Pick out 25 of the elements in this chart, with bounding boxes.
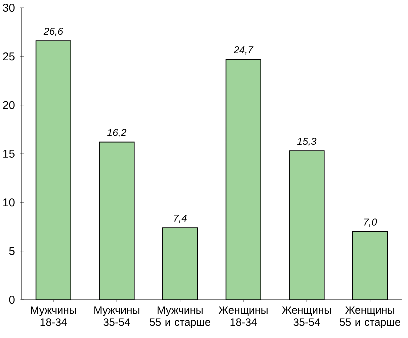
y-tick-label: 15	[4, 150, 15, 158]
y-tick-label: 5	[9, 247, 15, 256]
y-tick-label: 25	[3, 52, 15, 61]
x-tick-label: Мужчины 35-54	[94, 306, 140, 326]
data-label: 24,7	[234, 46, 254, 55]
data-label: 7,0	[364, 218, 378, 228]
x-tick-label: Мужчины 18-34	[31, 306, 76, 326]
data-label: 16,2	[108, 129, 127, 138]
bar	[226, 59, 262, 300]
data-label: 7,4	[174, 214, 187, 224]
bar	[162, 228, 198, 300]
bar	[99, 142, 135, 300]
data-label: 15,3	[298, 138, 317, 146]
data-label: 26,6	[44, 28, 64, 36]
x-tick-label: Женщины 18-34	[218, 306, 268, 326]
x-tick-label: Женщины 55 и старше	[340, 306, 401, 328]
y-tick-label: 30	[3, 4, 15, 12]
y-tick-label: 0	[9, 296, 15, 304]
bar	[289, 150, 325, 300]
y-tick-label: 10	[4, 198, 15, 207]
bar	[352, 231, 388, 300]
x-tick-label: Мужчины 55 и старше	[150, 306, 211, 328]
x-tick-label: Женщины 35-54	[282, 306, 332, 326]
bar	[36, 40, 72, 300]
y-tick-label: 20	[3, 101, 15, 110]
